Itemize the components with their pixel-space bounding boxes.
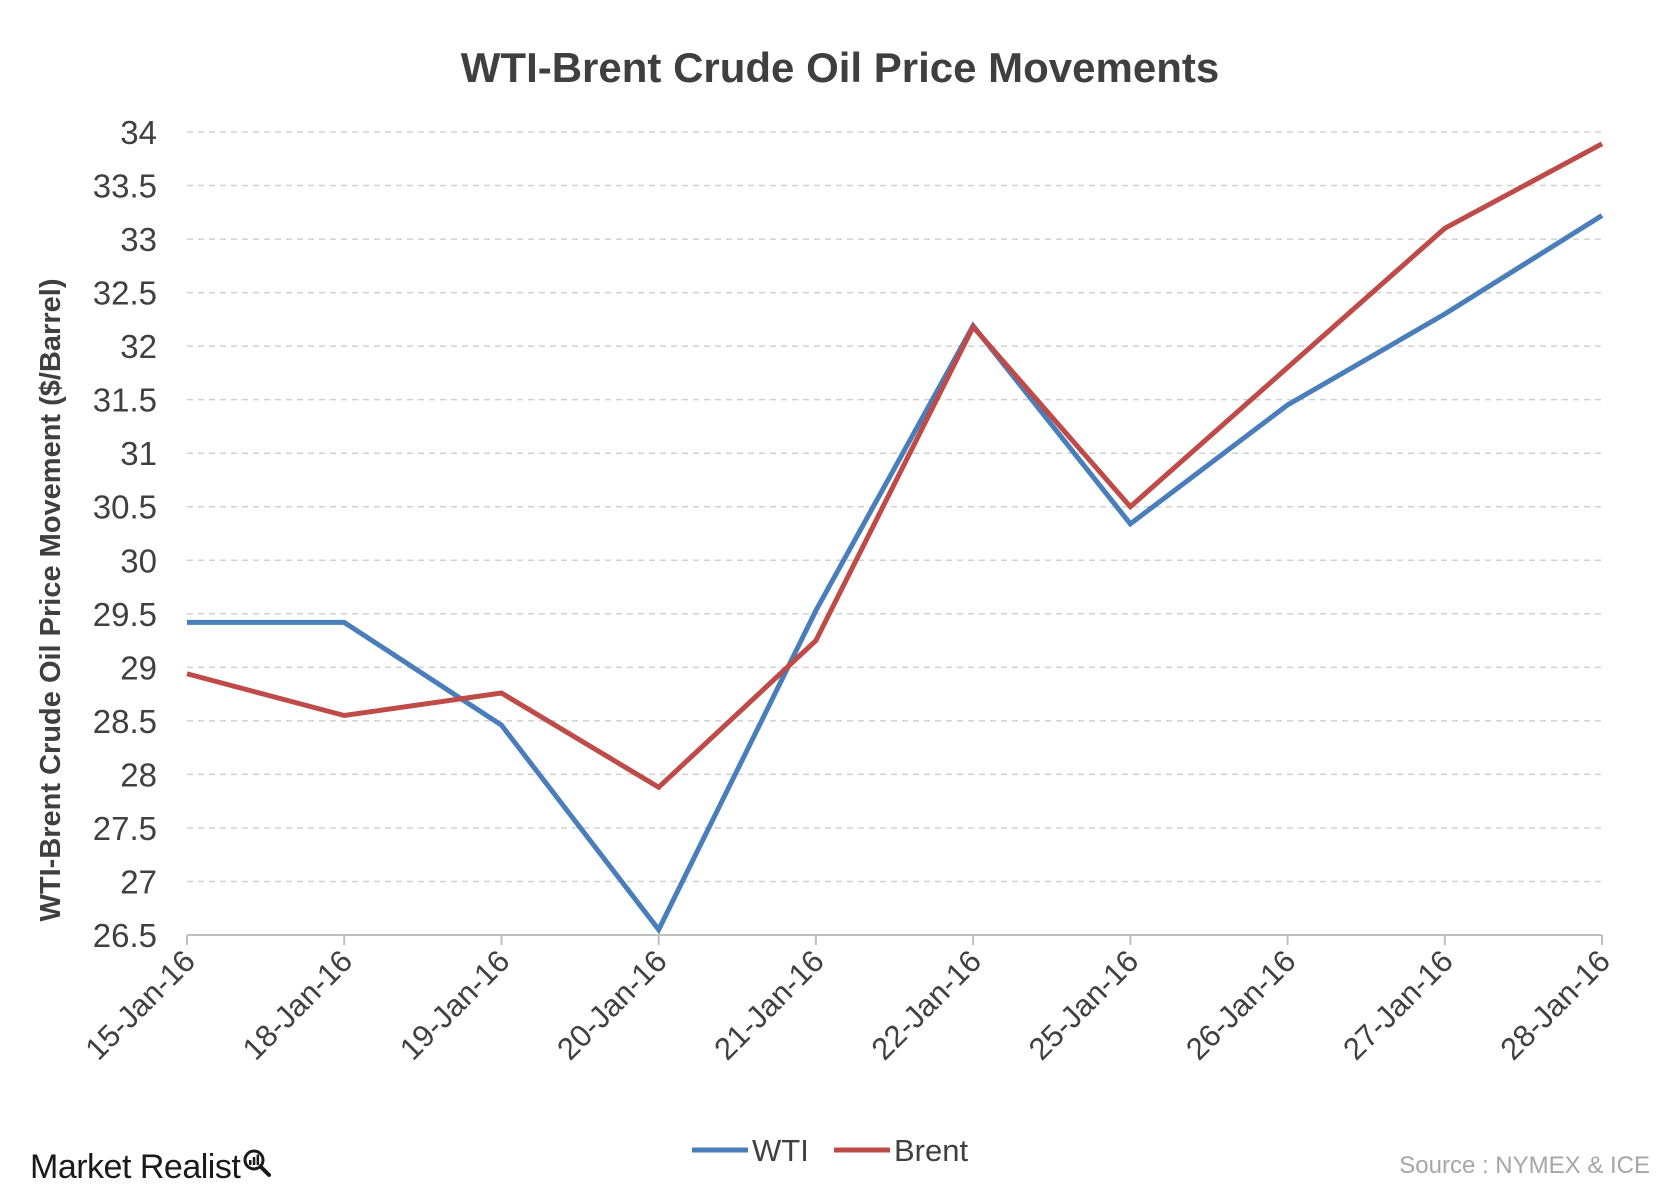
y-tick-label: 32.5 xyxy=(93,275,157,312)
x-tick-label: 21-Jan-16 xyxy=(707,943,830,1066)
x-tick-label: 18-Jan-16 xyxy=(236,943,359,1066)
legend-label-wti: WTI xyxy=(752,1133,809,1168)
legend-label-brent: Brent xyxy=(894,1133,968,1168)
chart-title: WTI-Brent Crude Oil Price Movements xyxy=(460,44,1220,91)
y-tick-label: 31.5 xyxy=(93,382,157,419)
series-line-brent xyxy=(186,141,1604,791)
y-tick-label: 33 xyxy=(120,221,157,258)
x-tick-label: 25-Jan-16 xyxy=(1022,943,1145,1066)
y-tick-label: 33.5 xyxy=(93,168,157,205)
source-note: Source : NYMEX & ICE xyxy=(1399,1152,1650,1179)
series-line-wti xyxy=(187,213,1604,935)
axes: 26.5 27 27.5 28 28.5 29 29.5 30 30.5 31 31.5 32 32.5… xyxy=(78,114,1616,1067)
x-tick-label: 19-Jan-16 xyxy=(393,943,516,1066)
x-tick-label: 26-Jan-16 xyxy=(1179,943,1302,1066)
y-tick-label: 32 xyxy=(120,328,157,365)
legend: WTI Brent xyxy=(692,1133,968,1168)
y-tick-label: 26.5 xyxy=(93,917,157,954)
y-tick-label: 30 xyxy=(120,542,157,579)
x-tick-label: 28-Jan-16 xyxy=(1493,943,1616,1066)
brand-name: Market Realist xyxy=(30,1148,241,1186)
x-tick-label: 20-Jan-16 xyxy=(550,943,673,1066)
y-tick-label: 34 xyxy=(120,114,157,151)
magnifier-chart-icon xyxy=(243,1149,272,1177)
y-tick-label: 29.5 xyxy=(93,596,157,633)
y-tick-label: 27.5 xyxy=(93,810,157,847)
brand-logo: Market Realist xyxy=(30,1148,272,1187)
y-tick-label: 27 xyxy=(120,863,157,900)
x-tick-label: 27-Jan-16 xyxy=(1336,943,1459,1066)
y-tick-label: 30.5 xyxy=(93,489,157,526)
y-axis-label: WTI-Brent Crude Oil Price Movement ($/Ba… xyxy=(35,279,67,922)
y-tick-label: 28.5 xyxy=(93,703,157,740)
y-tick-label: 29 xyxy=(120,649,157,686)
x-tick-label: 22-Jan-16 xyxy=(865,943,988,1066)
x-tick-label: 15-Jan-16 xyxy=(78,943,201,1066)
y-tick-label: 31 xyxy=(120,435,157,472)
series-lines xyxy=(186,141,1604,935)
gridlines xyxy=(187,131,1602,883)
y-tick-label: 28 xyxy=(120,756,157,793)
